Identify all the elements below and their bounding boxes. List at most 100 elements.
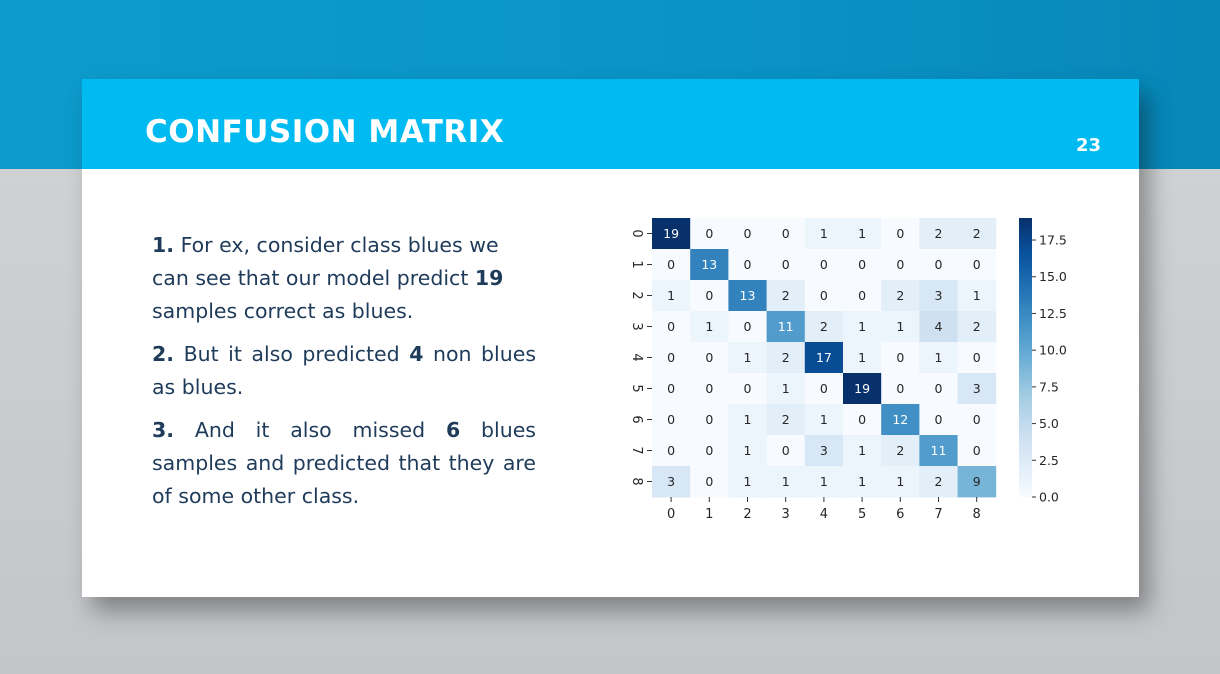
heatmap-cell-r4-c6 xyxy=(881,342,920,374)
heatmap-cell-label-r7-c3: 0 xyxy=(782,443,790,458)
heatmap-cell-label-r4-c6: 0 xyxy=(896,350,904,365)
heatmap-cell-label-r7-c0: 0 xyxy=(667,443,675,458)
heatmap-cell-label-r4-c8: 0 xyxy=(973,350,981,365)
x-tick-label-7: 7 xyxy=(934,507,942,522)
heatmap-cell-r8-c7 xyxy=(919,466,958,498)
heatmap-cell-r0-c0 xyxy=(652,218,691,250)
heatmap-cell-label-r2-c4: 0 xyxy=(820,288,828,303)
heatmap-cell-label-r2-c3: 2 xyxy=(782,288,790,303)
point-1-bold-value: 19 xyxy=(474,266,504,290)
y-tick-label-3: 3 xyxy=(629,322,644,330)
heatmap-cell-r6-c5 xyxy=(843,404,882,436)
heatmap-cell-label-r1-c6: 0 xyxy=(896,257,904,272)
heatmap-cell-label-r4-c0: 0 xyxy=(667,350,675,365)
heatmap-cell-label-r6-c0: 0 xyxy=(667,412,675,427)
heatmap-cell-r5-c0 xyxy=(652,373,691,405)
heatmap-cell-r2-c0 xyxy=(652,280,691,312)
heatmap-cell-r5-c3 xyxy=(766,373,806,405)
heatmap-cell-r2-c7 xyxy=(919,280,958,312)
heatmap-cell-label-r7-c4: 3 xyxy=(820,443,828,458)
heatmap-cell-label-r4-c2: 1 xyxy=(744,350,752,365)
point-1-text-b: samples correct as blues. xyxy=(152,299,414,323)
heatmap-cell-r8-c5 xyxy=(843,466,882,498)
heatmap-cell-label-r3-c4: 2 xyxy=(820,319,828,334)
heatmap-cell-label-r3-c6: 1 xyxy=(896,319,904,334)
heatmap-cell-label-r3-c8: 2 xyxy=(973,319,981,334)
heatmap-cell-r2-c1 xyxy=(690,280,729,312)
heatmap-cell-r3-c8 xyxy=(957,311,997,343)
y-tick-label-2: 2 xyxy=(629,291,644,299)
heatmap-cell-label-r5-c4: 0 xyxy=(820,381,828,396)
heatmap-cell-r7-c3 xyxy=(766,435,806,467)
heatmap-cell-r4-c1 xyxy=(690,342,729,374)
point-2-text-b: non blues as blues. xyxy=(152,342,536,399)
heatmap-cell-r3-c6 xyxy=(881,311,920,343)
point-1: 1. For ex, consider class blues we can s… xyxy=(152,229,536,328)
heatmap-cell-label-r6-c7: 0 xyxy=(935,412,943,427)
heatmap-cell-label-r1-c5: 0 xyxy=(858,257,866,272)
heatmap-cell-label-r7-c8: 0 xyxy=(973,443,981,458)
heatmap-cell-r7-c6 xyxy=(881,435,920,467)
heatmap-cell-r1-c8 xyxy=(957,249,997,281)
heatmap-cell-label-r8-c3: 1 xyxy=(782,474,790,489)
heatmap-cell-r8-c3 xyxy=(766,466,806,498)
heatmap-cell-label-r8-c0: 3 xyxy=(667,474,675,489)
heatmap-cell-label-r1-c4: 0 xyxy=(820,257,828,272)
heatmap-cell-label-r0-c7: 2 xyxy=(935,226,943,241)
heatmap-cell-label-r1-c1: 13 xyxy=(701,257,717,272)
heatmap-cell-label-r5-c1: 0 xyxy=(705,381,713,396)
heatmap-cell-r0-c6 xyxy=(881,218,920,250)
heatmap-cell-label-r5-c6: 0 xyxy=(896,381,904,396)
heatmap-cell-r4-c4 xyxy=(804,342,844,374)
heatmap-cell-r8-c0 xyxy=(652,466,691,498)
heatmap-cell-r7-c0 xyxy=(652,435,691,467)
heatmap-cell-label-r6-c4: 1 xyxy=(820,412,828,427)
y-tick-label-4: 4 xyxy=(629,353,644,361)
heatmap-cell-label-r2-c0: 1 xyxy=(667,288,675,303)
slide-header: CONFUSION MATRIX 23 xyxy=(82,79,1139,169)
heatmap-cell-label-r7-c7: 11 xyxy=(931,443,947,458)
heatmap-cell-r6-c7 xyxy=(919,404,958,436)
heatmap-cell-label-r2-c6: 2 xyxy=(896,288,904,303)
heatmap-cell-label-r8-c6: 1 xyxy=(896,474,904,489)
heatmap-cell-label-r1-c2: 0 xyxy=(744,257,752,272)
y-tick-label-8: 8 xyxy=(629,477,644,485)
heatmap-cell-r1-c0 xyxy=(652,249,691,281)
heatmap-cell-r6-c8 xyxy=(957,404,997,436)
slide-body-text: 1. For ex, consider class blues we can s… xyxy=(152,229,536,523)
heatmap-cell-r7-c4 xyxy=(804,435,844,467)
heatmap-cell-label-r3-c1: 1 xyxy=(705,319,713,334)
heatmap-cell-label-r1-c8: 0 xyxy=(973,257,981,272)
heatmap-cell-label-r5-c3: 1 xyxy=(782,381,790,396)
heatmap-cell-label-r5-c5: 19 xyxy=(854,381,870,396)
heatmap-cell-label-r0-c4: 1 xyxy=(820,226,828,241)
colorbar-tick-label-2: 5.0 xyxy=(1039,416,1059,431)
heatmap-cell-label-r0-c6: 0 xyxy=(896,226,904,241)
heatmap-cell-label-r0-c2: 0 xyxy=(744,226,752,241)
heatmap-cell-r0-c8 xyxy=(957,218,997,250)
heatmap-cell-r4-c7 xyxy=(919,342,958,374)
heatmap-cell-r1-c6 xyxy=(881,249,920,281)
heatmap-cell-label-r6-c6: 12 xyxy=(892,412,908,427)
heatmap-cell-r1-c7 xyxy=(919,249,958,281)
heatmap-cell-label-r8-c2: 1 xyxy=(744,474,752,489)
heatmap-cell-label-r2-c7: 3 xyxy=(935,288,943,303)
heatmap-cell-r6-c4 xyxy=(804,404,844,436)
heatmap-cell-label-r6-c2: 1 xyxy=(744,412,752,427)
x-tick-label-3: 3 xyxy=(782,507,790,522)
heatmap-cell-r5-c8 xyxy=(957,373,997,405)
y-tick-label-7: 7 xyxy=(629,446,644,454)
heatmap-cell-r5-c5 xyxy=(843,373,882,405)
heatmap-cell-r8-c1 xyxy=(690,466,729,498)
colorbar-tick-label-7: 17.5 xyxy=(1039,233,1067,248)
heatmap-cell-label-r4-c1: 0 xyxy=(705,350,713,365)
heatmap-cell-r3-c1 xyxy=(690,311,729,343)
heatmap-cell-label-r5-c7: 0 xyxy=(935,381,943,396)
heatmap-cell-r4-c2 xyxy=(728,342,767,374)
point-1-text-a: For ex, consider class blues we can see … xyxy=(152,233,499,290)
heatmap-cell-label-r8-c8: 9 xyxy=(973,474,981,489)
point-1-number: 1. xyxy=(152,233,175,257)
heatmap-cell-r2-c4 xyxy=(804,280,844,312)
heatmap-cell-label-r2-c8: 1 xyxy=(973,288,981,303)
